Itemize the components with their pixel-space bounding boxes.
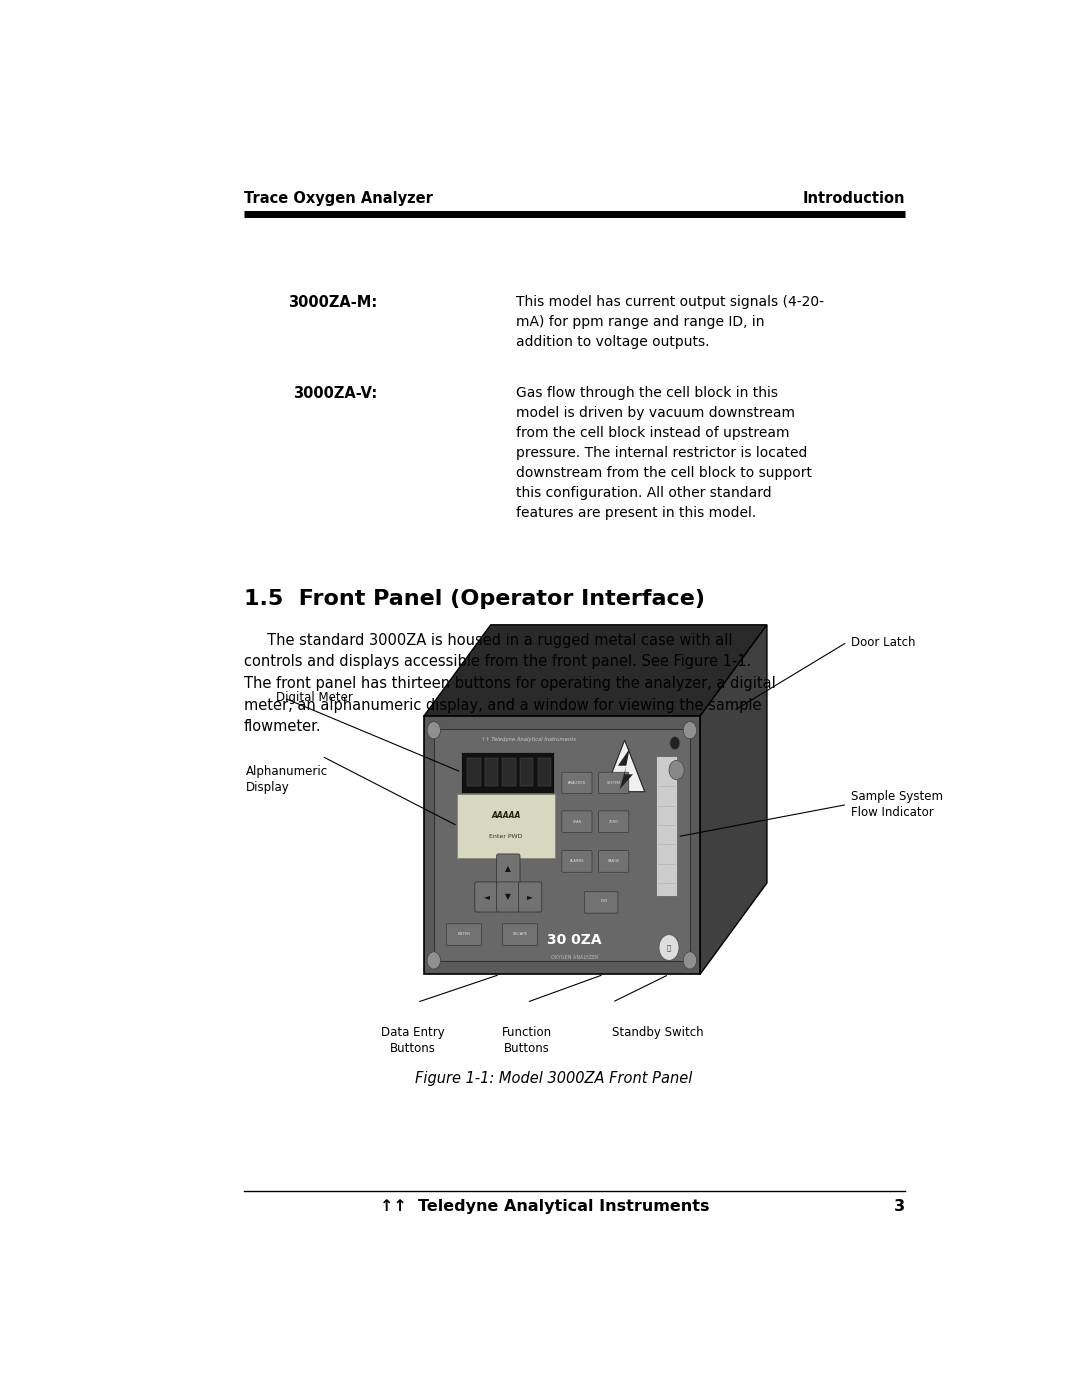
FancyBboxPatch shape [502,759,516,787]
Polygon shape [605,740,645,792]
Text: Figure 1-1: Model 3000ZA Front Panel: Figure 1-1: Model 3000ZA Front Panel [415,1071,692,1087]
Text: Standby Switch: Standby Switch [612,1025,704,1039]
Text: RANGE: RANGE [608,859,620,863]
FancyBboxPatch shape [461,752,554,792]
Polygon shape [700,624,767,975]
Text: 3000ZA-V:: 3000ZA-V: [294,386,378,401]
FancyBboxPatch shape [502,923,538,946]
FancyBboxPatch shape [518,882,542,912]
Text: ▼: ▼ [505,893,511,901]
Text: ZERO: ZERO [609,820,619,824]
FancyBboxPatch shape [497,854,521,884]
Text: ◄: ◄ [484,893,489,901]
Text: ALARMS: ALARMS [569,859,584,863]
Text: Data Entry
Buttons: Data Entry Buttons [381,1025,445,1055]
Text: Alphanumeric
Display: Alphanumeric Display [246,764,328,793]
Text: Function
Buttons: Function Buttons [501,1025,552,1055]
Text: The standard 3000ZA is housed in a rugged metal case with all
controls and displ: The standard 3000ZA is housed in a rugge… [244,633,775,735]
Text: OXYGEN ANALYZER: OXYGEN ANALYZER [551,954,598,960]
Text: SPAN: SPAN [572,820,581,824]
Polygon shape [618,749,633,789]
FancyBboxPatch shape [521,759,534,787]
Circle shape [427,722,441,739]
Circle shape [670,736,680,750]
Text: ↑↑  Teledyne Analytical Instruments: ↑↑ Teledyne Analytical Instruments [380,1199,710,1214]
Circle shape [684,722,697,739]
FancyBboxPatch shape [598,851,629,872]
FancyBboxPatch shape [584,891,618,914]
Text: 1.5  Front Panel (Operator Interface): 1.5 Front Panel (Operator Interface) [244,590,705,609]
FancyBboxPatch shape [562,810,592,833]
Text: SYSTEM: SYSTEM [607,781,621,785]
FancyBboxPatch shape [468,759,481,787]
FancyBboxPatch shape [423,717,700,975]
FancyBboxPatch shape [457,793,555,858]
Circle shape [669,760,684,780]
Text: Digital Meter: Digital Meter [275,692,352,704]
FancyBboxPatch shape [598,773,629,793]
Text: Introduction: Introduction [802,191,905,205]
FancyBboxPatch shape [434,729,690,961]
FancyBboxPatch shape [656,756,677,895]
Text: ENTER: ENTER [458,932,471,936]
Circle shape [427,951,441,970]
Text: Sample System
Flow Indicator: Sample System Flow Indicator [851,789,944,819]
FancyBboxPatch shape [475,882,498,912]
Text: ESCAPE: ESCAPE [512,932,528,936]
FancyBboxPatch shape [562,851,592,872]
FancyBboxPatch shape [485,759,498,787]
Text: ION: ION [600,900,607,904]
Circle shape [684,951,697,970]
Text: 30 0ZA: 30 0ZA [548,933,602,947]
Circle shape [659,935,679,960]
Text: 3000ZA-M:: 3000ZA-M: [288,295,378,310]
Text: This model has current output signals (4-20-
mA) for ppm range and range ID, in
: This model has current output signals (4… [516,295,824,349]
Text: Trace Oxygen Analyzer: Trace Oxygen Analyzer [244,191,433,205]
FancyBboxPatch shape [598,810,629,833]
Text: ⏻: ⏻ [666,944,671,951]
Text: Gas flow through the cell block in this
model is driven by vacuum downstream
fro: Gas flow through the cell block in this … [516,386,812,520]
FancyBboxPatch shape [538,759,551,787]
Text: ANALYZER: ANALYZER [568,781,586,785]
Text: Door Latch: Door Latch [851,636,916,648]
Text: ►: ► [527,893,534,901]
FancyBboxPatch shape [497,882,521,912]
FancyBboxPatch shape [562,773,592,793]
Text: ▲: ▲ [505,865,511,873]
Polygon shape [423,624,767,717]
Text: AAAAA: AAAAA [491,810,521,820]
FancyBboxPatch shape [446,923,482,946]
Text: 3: 3 [894,1199,905,1214]
Text: ↑↑ Teledyne Analytical Instruments: ↑↑ Teledyne Analytical Instruments [481,738,576,742]
Text: Enter PWD: Enter PWD [489,834,523,840]
